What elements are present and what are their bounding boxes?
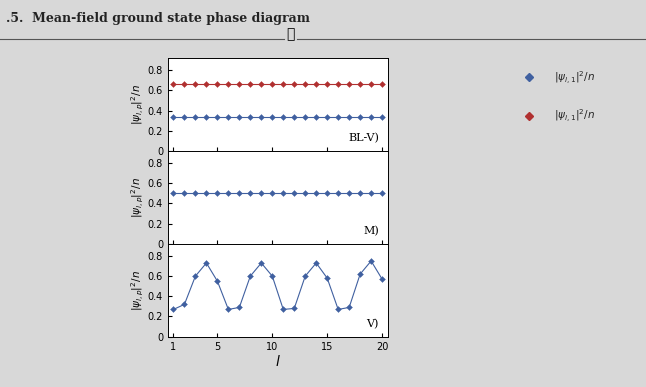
Text: $|\psi_{l,1}|^2/n$: $|\psi_{l,1}|^2/n$ — [554, 108, 594, 124]
Y-axis label: $|\psi_{l,p}|^2/n$: $|\psi_{l,p}|^2/n$ — [130, 270, 147, 311]
Text: 🌿: 🌿 — [287, 27, 295, 41]
Text: BL-V): BL-V) — [348, 133, 379, 144]
Text: .5.  Mean-field ground state phase diagram: .5. Mean-field ground state phase diagra… — [6, 12, 311, 25]
Y-axis label: $|\psi_{l,p}|^2/n$: $|\psi_{l,p}|^2/n$ — [130, 84, 147, 125]
Text: $|\psi_{l,1}|^2/n$: $|\psi_{l,1}|^2/n$ — [554, 69, 594, 86]
Y-axis label: $|\psi_{l,p}|^2/n$: $|\psi_{l,p}|^2/n$ — [130, 177, 147, 218]
Text: V): V) — [366, 319, 379, 329]
Text: M): M) — [363, 226, 379, 236]
X-axis label: $l$: $l$ — [275, 354, 280, 369]
